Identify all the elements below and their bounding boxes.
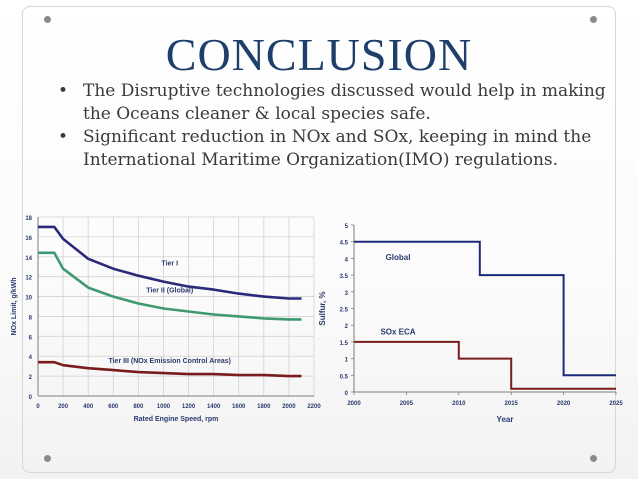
nox-x-tick-label: 800 <box>133 404 144 410</box>
slide-title: CONCLUSION <box>165 29 473 80</box>
nox-x-tick-label: 1000 <box>157 404 171 410</box>
sox-x-axis-title: Year <box>497 415 514 424</box>
sox-y-tick-label: 4.5 <box>340 241 349 247</box>
corner-dot-top-right <box>590 16 597 23</box>
nox-x-tick-label: 600 <box>108 404 119 410</box>
nox-series-label: Tier II (Global) <box>146 288 193 295</box>
nox-x-tick-label: 1600 <box>232 404 246 410</box>
sox-y-tick-label: 3.5 <box>340 274 349 280</box>
nox-y-tick-label: 16 <box>25 236 32 242</box>
nox-y-tick-label: 8 <box>29 315 33 321</box>
sox-x-tick-label: 2000 <box>347 401 361 407</box>
corner-dot-bottom-left <box>44 455 51 462</box>
sox-y-tick-label: 3 <box>345 291 349 297</box>
sox-series-line-1 <box>354 340 616 390</box>
bullet-list: The Disruptive technologies discussed wo… <box>58 80 618 172</box>
nox-x-tick-label: 2000 <box>282 404 296 410</box>
sox-x-tick-label: 2010 <box>452 401 466 407</box>
sox-x-tick-label: 2015 <box>505 401 519 407</box>
sox-y-tick-label: 4 <box>345 257 349 263</box>
nox-y-tick-label: 2 <box>29 375 33 381</box>
sox-y-tick-label: 0 <box>345 391 349 397</box>
nox-x-tick-label: 1400 <box>207 404 221 410</box>
nox-y-tick-label: 0 <box>29 395 33 401</box>
nox-y-tick-label: 14 <box>25 256 32 262</box>
nox-series-line-1 <box>38 251 302 321</box>
nox-x-axis-title: Rated Engine Speed, rpm <box>134 416 219 423</box>
bullet-item: Significant reduction in NOx and SOx, ke… <box>58 126 618 172</box>
corner-dot-bottom-right <box>590 455 597 462</box>
nox-series-label: Tier I <box>161 261 178 268</box>
nox-y-tick-label: 18 <box>25 216 32 222</box>
sox-y-tick-label: 1.5 <box>340 341 349 347</box>
sox-series-label: SOx ECA <box>380 328 415 337</box>
nox-y-axis-title: NOx Limit, g/kWh <box>11 278 18 336</box>
sox-y-tick-label: 1 <box>345 358 349 364</box>
sox-x-tick-label: 2025 <box>609 401 623 407</box>
nox-x-tick-label: 1200 <box>182 404 196 410</box>
sulfur-limit-chart: 0 0.5 1 1.5 2 2.5 3 3.5 4 4.5 5 2000 2005 2010 2015 202… <box>318 224 623 424</box>
nox-y-tick-label: 6 <box>29 335 33 341</box>
nox-series-line-2 <box>38 360 302 378</box>
nox-series-line-0 <box>38 225 302 300</box>
sox-y-tick-label: 2 <box>345 324 349 330</box>
nox-x-tick-label: 400 <box>83 404 94 410</box>
sox-series-line-0 <box>354 240 616 377</box>
sox-y-tick-label: 5 <box>345 224 349 230</box>
slide-frame <box>22 6 616 473</box>
nox-limit-chart: 0 2 4 6 8 10 12 14 16 18 0 200 400 600 800 1000 1200 1400… <box>11 216 321 423</box>
sox-series-label: Global <box>386 253 411 262</box>
sox-x-tick-label: 2020 <box>557 401 571 407</box>
sox-x-tick-label: 2005 <box>400 401 414 407</box>
sox-y-tick-label: 2.5 <box>340 308 349 314</box>
nox-y-tick-label: 12 <box>25 276 32 282</box>
nox-x-tick-label: 2200 <box>307 404 321 410</box>
nox-y-tick-label: 10 <box>25 296 32 302</box>
sox-y-tick-label: 0.5 <box>340 374 349 380</box>
bullet-item: The Disruptive technologies discussed wo… <box>58 80 618 126</box>
corner-dot-top-left <box>44 16 51 23</box>
nox-x-tick-label: 1800 <box>257 404 271 410</box>
nox-x-tick-label: 0 <box>36 404 40 410</box>
nox-series-label: Tier III (NOx Emission Control Areas) <box>108 358 231 365</box>
sox-y-axis-title: Sulfur, % <box>318 291 327 325</box>
nox-x-tick-label: 200 <box>58 404 69 410</box>
nox-y-tick-label: 4 <box>29 355 33 361</box>
